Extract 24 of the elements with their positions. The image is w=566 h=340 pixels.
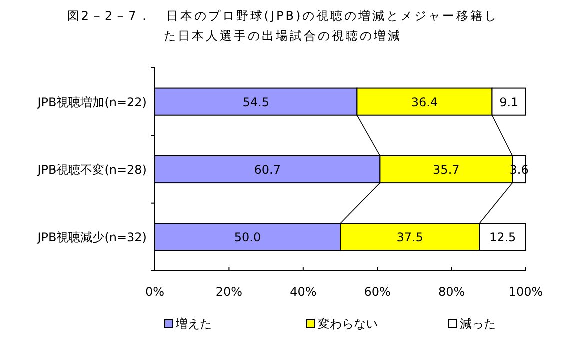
- x-tick-label: 20%: [216, 285, 243, 299]
- x-tick-label: 40%: [290, 285, 317, 299]
- y-tick-label: JPB視聴減少(n=32): [36, 230, 147, 245]
- chart-title: 図2－2－7． 日本のプロ野球(JPB)の視聴の増減とメジャー移籍した日本人選手の出場試合の視聴の増減: [66, 8, 500, 45]
- 増えた: 増えた: [164, 317, 212, 331]
- y-tick-label: JPB視聴不変(n=28): [36, 163, 147, 177]
- x-tick-label: 100%: [508, 285, 544, 299]
- x-tick-label: 80%: [438, 285, 466, 299]
- data-label: 60.7: [254, 163, 281, 177]
- x-tick-label: 0%: [145, 285, 165, 299]
- data-label: 50.0: [234, 230, 262, 245]
- y-tick-label: JPB視聴増加(n=22): [36, 95, 147, 110]
- data-label: 37.5: [396, 230, 424, 245]
- 変わらない: 変わらない: [306, 317, 378, 331]
- x-tick-label: 60%: [364, 285, 391, 299]
- data-label: 12.5: [489, 230, 516, 245]
- data-label: 36.4: [411, 95, 438, 110]
- data-label: 54.5: [242, 95, 270, 110]
- 減った: 減った: [448, 317, 496, 331]
- legend-label: 増えた: [175, 317, 212, 331]
- data-label: 35.7: [433, 163, 460, 177]
- legend-label: 減った: [460, 317, 496, 331]
- data-label: 9.1: [500, 95, 519, 110]
- legend-label: 変わらない: [318, 317, 378, 331]
